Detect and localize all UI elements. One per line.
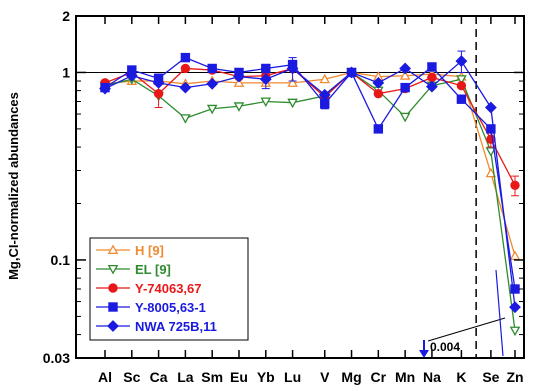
series-layer: [99, 50, 521, 337]
legend-label: Y-74063,67: [135, 281, 202, 296]
series-line: [104, 56, 516, 290]
legend-marker: [107, 244, 119, 255]
x-tick-label: Eu: [230, 369, 248, 385]
series-5: [99, 50, 521, 314]
data-point: [152, 76, 165, 89]
data-point: [179, 81, 192, 94]
y-tick-label: 0.03: [43, 350, 70, 366]
legend-label: EL [9]: [135, 262, 171, 277]
data-point: [99, 82, 111, 95]
annotation-drop-line: [495, 269, 504, 357]
annotation-arrow-head: [419, 350, 429, 358]
x-tick-label: Zn: [506, 369, 523, 385]
legend-item: EL [9]: [96, 262, 171, 277]
x-tick-label: Al: [98, 369, 112, 385]
data-point: [485, 167, 497, 178]
y-tick-label: 2: [62, 8, 70, 24]
data-point: [486, 124, 496, 134]
x-axis: Al Sc Ca La Sm Eu Yb Lu V Mg Cr Mn Na K Se Zn: [98, 16, 524, 385]
data-point: [153, 89, 164, 99]
annotation-leader: [427, 317, 506, 342]
data-point: [373, 89, 384, 99]
grid-layer: [76, 16, 524, 358]
data-point: [399, 112, 411, 123]
data-point: [125, 69, 138, 82]
data-point: [180, 63, 191, 74]
x-tick-label: Yb: [257, 369, 275, 385]
data-point: [456, 75, 467, 85]
x-tick-label: Ca: [150, 369, 168, 385]
data-point: [320, 99, 330, 109]
data-point: [286, 62, 299, 75]
data-point: [509, 326, 521, 337]
legend-item: H [9]: [96, 243, 164, 258]
data-point: [456, 94, 467, 104]
data-point: [207, 63, 217, 74]
legend-item: Y-8005,63-1: [96, 300, 206, 315]
x-tick-label: Cr: [371, 369, 387, 385]
data-point: [455, 55, 468, 67]
data-point: [345, 66, 358, 79]
x-tick-label: Na: [423, 369, 441, 385]
legend-marker: [107, 264, 119, 275]
data-point: [287, 98, 298, 109]
data-point: [456, 80, 467, 91]
x-tick-label: Mg: [341, 369, 361, 385]
data-point: [372, 76, 385, 89]
x-tick-label: Sc: [123, 369, 140, 385]
data-point: [318, 88, 331, 101]
plot-frame: [75, 15, 525, 359]
data-point: [400, 82, 410, 93]
x-tick-label: La: [177, 369, 194, 385]
y-axis: 0.03 0.1 1 2: [43, 8, 524, 366]
data-point: [509, 301, 521, 314]
legend-items: H [9] EL [9] Y-74063,67 Y-8005,63-1 NWA 725B…: [96, 243, 217, 334]
data-point: [233, 102, 245, 112]
legend-label: Y-8005,63-1: [135, 300, 206, 315]
legend-marker: [108, 302, 118, 312]
data-point: [484, 101, 497, 114]
legend-item: NWA 725B,11: [96, 319, 217, 334]
annotation: 0.004: [419, 269, 506, 358]
data-point: [180, 52, 191, 63]
data-point: [233, 70, 245, 83]
data-point: [180, 114, 191, 124]
legend-marker: [108, 283, 118, 293]
data-point: [206, 77, 219, 90]
x-tick-label: Se: [482, 369, 499, 385]
x-tick-label: K: [456, 369, 466, 385]
data-point: [260, 97, 272, 108]
annotation-value: 0.004: [430, 340, 460, 354]
data-point: [319, 73, 331, 84]
y-tick-label: 1: [62, 64, 70, 80]
legend-label: H [9]: [135, 243, 164, 258]
data-point: [427, 72, 437, 83]
data-point: [399, 62, 412, 75]
data-point: [287, 77, 298, 87]
x-tick-label: V: [320, 369, 330, 385]
data-point: [510, 180, 520, 191]
data-point: [373, 124, 384, 134]
legend-item: Y-74063,67: [96, 281, 202, 296]
y-axis-label: Mg,CI-normalized abundances: [6, 92, 21, 280]
legend-label: NWA 725B,11: [135, 319, 217, 334]
series-line: [104, 60, 516, 308]
x-tick-label: Lu: [284, 369, 301, 385]
legend: H [9] EL [9] Y-74063,67 Y-8005,63-1 NWA 725B…: [89, 237, 249, 341]
data-point: [427, 62, 437, 72]
data-point: [259, 73, 272, 86]
y-tick-label: 0.1: [51, 252, 71, 268]
series-line: [104, 67, 516, 186]
data-point: [485, 147, 497, 157]
legend-marker: [107, 320, 119, 332]
x-tick-label: Mn: [395, 369, 415, 385]
data-point: [426, 80, 438, 93]
data-point: [206, 104, 218, 115]
x-tick-label: Sm: [201, 369, 223, 385]
data-point: [399, 70, 411, 80]
